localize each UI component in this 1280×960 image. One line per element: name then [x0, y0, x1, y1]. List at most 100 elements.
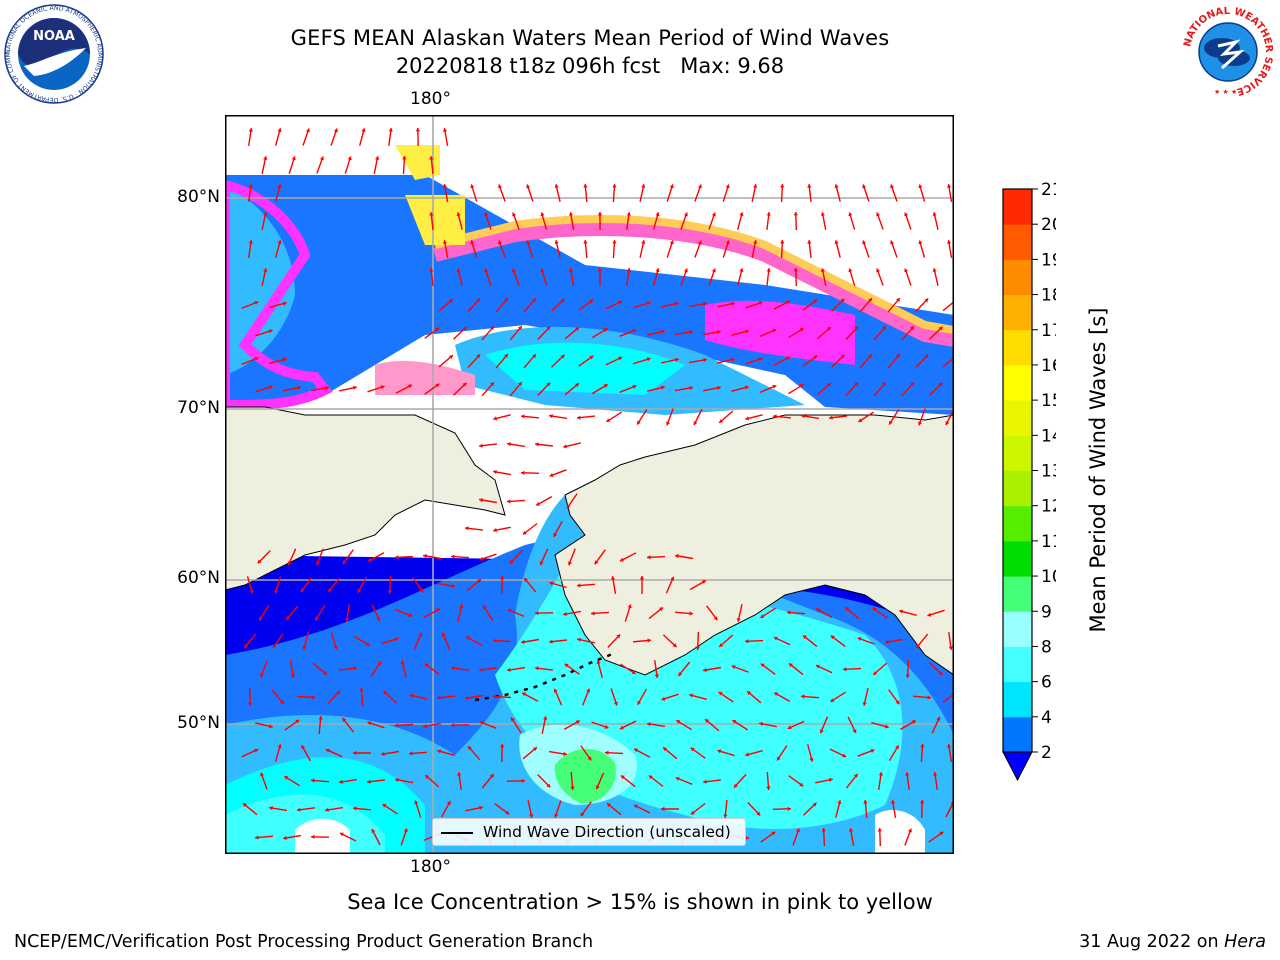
direction-arrowhead [249, 589, 254, 594]
direction-arrowhead [868, 298, 872, 303]
direction-arrowhead [498, 184, 503, 189]
direction-arrowhead [587, 756, 592, 761]
direction-arrowhead [661, 696, 666, 701]
colorbar-tick-label: 20 [1041, 215, 1056, 235]
direction-arrowhead [637, 420, 641, 425]
direction-arrowhead [295, 719, 300, 724]
direction-arrowhead [483, 605, 487, 610]
direction-arrowhead [675, 776, 680, 781]
noaa-wordmark: NOAA [33, 29, 75, 44]
direction-arrowhead [274, 589, 279, 594]
direction-arrowhead [535, 666, 539, 671]
direction-arrowhead [511, 717, 515, 722]
direction-arrowhead [553, 532, 558, 537]
direction-arrowhead [837, 800, 842, 805]
direction-arrowhead [342, 717, 347, 722]
direction-arrowhead [549, 639, 553, 644]
direction-arrowhead [283, 835, 287, 841]
direction-arrowhead [395, 777, 399, 783]
footer-date: 31 Aug 2022 on Hera [1079, 932, 1266, 952]
direction-arrowhead [543, 716, 548, 720]
direction-arrowhead [703, 301, 707, 307]
direction-arrowhead [789, 663, 793, 668]
direction-arrowhead [753, 184, 758, 188]
direction-arrowhead [435, 327, 440, 332]
arctic-west-band [225, 185, 295, 375]
direction-arrowhead [910, 326, 914, 331]
direction-arrowhead [780, 184, 785, 188]
colorbar-label: Mean Period of Wind Waves [s] [1086, 307, 1110, 633]
direction-arrowhead [920, 744, 925, 748]
direction-arrowhead [248, 702, 253, 706]
direction-arrowhead [766, 786, 771, 790]
direction-arrowhead [717, 385, 721, 391]
direction-arrowhead [277, 744, 282, 749]
direction-arrowhead [595, 785, 600, 790]
direction-arrowhead [862, 240, 867, 245]
colorbar-box [1003, 364, 1032, 401]
direction-arrowhead [920, 800, 925, 804]
direction-arrowhead [575, 720, 580, 725]
footer-date-text: 31 Aug 2022 on [1079, 932, 1225, 952]
direction-arrowhead [597, 268, 603, 272]
colorbar-extend-triangle [1002, 751, 1033, 782]
direction-arrowhead [885, 639, 889, 645]
direction-arrowhead [718, 691, 723, 696]
direction-arrowhead [260, 673, 264, 678]
direction-arrowhead [476, 354, 481, 359]
direction-arrowhead [830, 698, 835, 702]
direction-arrowhead [641, 184, 646, 188]
direction-arrowhead [479, 443, 483, 448]
colorbar-tick-label: 8 [1041, 637, 1052, 657]
direction-arrowhead [848, 828, 854, 832]
map-legend: Wind Wave Direction (unscaled) [432, 818, 746, 846]
direction-arrowhead [807, 240, 812, 244]
direction-arrowhead [448, 355, 453, 359]
direction-arrowhead [536, 501, 541, 506]
nws-logo: NATIONAL WEATHER SERVICE ★ ★ ★ [1180, 4, 1276, 100]
arctic-ocean-region [225, 175, 954, 415]
direction-arrowhead [435, 383, 440, 388]
direction-arrowhead [322, 671, 327, 675]
direction-arrowhead [799, 782, 804, 787]
direction-arrowhead [402, 156, 407, 160]
direction-arrowhead [459, 604, 464, 608]
direction-arrowhead [760, 663, 765, 668]
direction-arrowhead [947, 240, 952, 244]
direction-arrowhead [663, 747, 667, 752]
direction-arrowhead [353, 750, 357, 756]
direction-arrowhead [932, 268, 937, 272]
direction-arrowhead [820, 212, 826, 216]
colorbar-tick-label: 18 [1041, 286, 1056, 306]
colorbar-tick-label: 12 [1041, 497, 1056, 517]
direction-arrowhead [500, 744, 505, 748]
direction-arrowhead [725, 240, 730, 245]
direction-arrowhead [554, 240, 559, 244]
direction-arrowhead [468, 746, 472, 751]
direction-arrowhead [878, 772, 883, 776]
direction-arrowhead [518, 382, 522, 387]
chart-subtitle: 20220818 t18z 096h fcst Max: 9.68 [395, 54, 785, 78]
direction-arrowhead [766, 268, 771, 272]
direction-arrowhead [703, 357, 707, 363]
direction-arrowhead [284, 776, 289, 780]
colorbar-tick-label: 2 [1041, 743, 1052, 763]
direction-arrowhead [563, 751, 567, 756]
direction-arrowhead [580, 812, 585, 817]
direction-arrowhead [745, 752, 750, 757]
sea-ice-note: Sea Ice Concentration > 15% is shown in … [347, 890, 933, 914]
direction-arrowhead [493, 469, 497, 475]
direction-arrowhead [815, 664, 820, 669]
direction-arrowhead [500, 576, 505, 580]
lat-label-80: 80°N [177, 187, 220, 207]
direction-arrowhead [339, 779, 343, 784]
direction-arrowhead [945, 421, 950, 425]
direction-arrowhead [816, 608, 821, 613]
colorbar-tick-label: 9 [1041, 602, 1052, 622]
direction-arrowhead [918, 184, 923, 189]
direction-arrowhead [884, 724, 889, 729]
direction-arrowhead [277, 128, 282, 133]
direction-arrowhead [583, 184, 588, 188]
direction-arrowhead [414, 800, 419, 805]
direction-arrowhead [924, 298, 929, 303]
